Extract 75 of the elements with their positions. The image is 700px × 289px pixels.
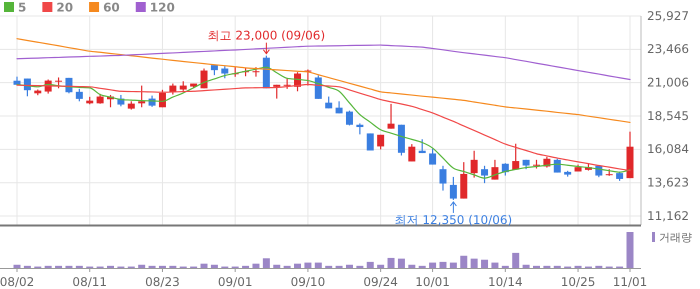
- candlestick: [439, 165, 446, 192]
- candlestick: [616, 170, 624, 182]
- candlestick: [158, 89, 166, 108]
- x-tick-label: 08/02: [0, 274, 34, 289]
- candlestick: [273, 84, 280, 100]
- x-tick-label: 11/01: [612, 274, 648, 289]
- bar: [626, 232, 634, 268]
- x-tick-label: 10/01: [415, 274, 450, 289]
- legend-label: 5: [18, 0, 26, 14]
- candlestick: [429, 148, 436, 166]
- y-tick-label: 16,084: [647, 142, 689, 156]
- bar: [512, 252, 520, 268]
- candlestick: [76, 88, 83, 102]
- candlestick: [481, 165, 488, 184]
- bar: [366, 262, 374, 268]
- bar: [450, 262, 457, 268]
- annotation: 최고 23,000 (09/06): [208, 28, 326, 43]
- y-tick-label: 25,927: [647, 8, 689, 23]
- line-series: [16, 44, 631, 80]
- bar: [481, 260, 488, 268]
- bar: [429, 262, 436, 268]
- legend-label: 120: [150, 0, 175, 14]
- bar: [314, 262, 322, 268]
- x-tick-label: 09/10: [290, 274, 326, 289]
- bar: [138, 264, 146, 268]
- candlestick: [55, 76, 62, 89]
- bar: [294, 264, 302, 268]
- candlestick: [138, 84, 146, 108]
- candlestick: [356, 122, 364, 135]
- y-tick-label: 21,006: [647, 76, 689, 90]
- candlestick: [200, 68, 208, 89]
- x-tick-label: 08/23: [145, 274, 180, 289]
- bar: [252, 264, 260, 268]
- bar: [398, 258, 405, 268]
- candlestick: [180, 80, 187, 92]
- candlestick: [221, 66, 228, 79]
- candlestick: [346, 110, 353, 126]
- y-tick-label: 13,623: [647, 176, 689, 190]
- candlestick: [512, 143, 520, 170]
- bar: [439, 262, 446, 268]
- bar: [460, 256, 468, 268]
- candlestick: [366, 132, 374, 152]
- x-tick-label: 08/11: [72, 274, 108, 289]
- bar: [470, 258, 478, 268]
- x-tick-label: 10/14: [488, 274, 523, 289]
- candlestick: [388, 103, 395, 130]
- bar: [304, 262, 312, 268]
- candlestick: [325, 96, 332, 109]
- candlestick: [470, 150, 478, 178]
- bar: [273, 264, 280, 268]
- x-tick-label: 10/25: [560, 274, 596, 289]
- bar: [408, 264, 416, 268]
- candlestick: [450, 176, 457, 201]
- bar: [14, 264, 20, 268]
- x-tick-label: 09/01: [218, 274, 252, 289]
- legend-label: 거래량: [659, 231, 692, 244]
- bar: [210, 264, 218, 268]
- candlestick: [377, 134, 384, 150]
- y-tick-label: 18,545: [647, 108, 689, 123]
- bar: [491, 262, 498, 268]
- bar: [200, 264, 208, 268]
- y-tick-label: 23,466: [647, 42, 689, 56]
- legend-label: 60: [103, 0, 120, 14]
- y-tick-label: 11,162: [647, 208, 689, 223]
- candlestick: [408, 144, 416, 162]
- bar: [377, 264, 384, 268]
- x-tick-label: 09/24: [363, 274, 398, 289]
- bar: [346, 264, 353, 268]
- legend-label: 20: [56, 0, 74, 14]
- candlestick: [252, 66, 260, 78]
- candlestick: [336, 100, 343, 114]
- bar: [262, 258, 270, 268]
- annotation: 최저 12,350 (10/06): [394, 212, 512, 227]
- bar: [522, 264, 530, 268]
- bar: [388, 258, 395, 268]
